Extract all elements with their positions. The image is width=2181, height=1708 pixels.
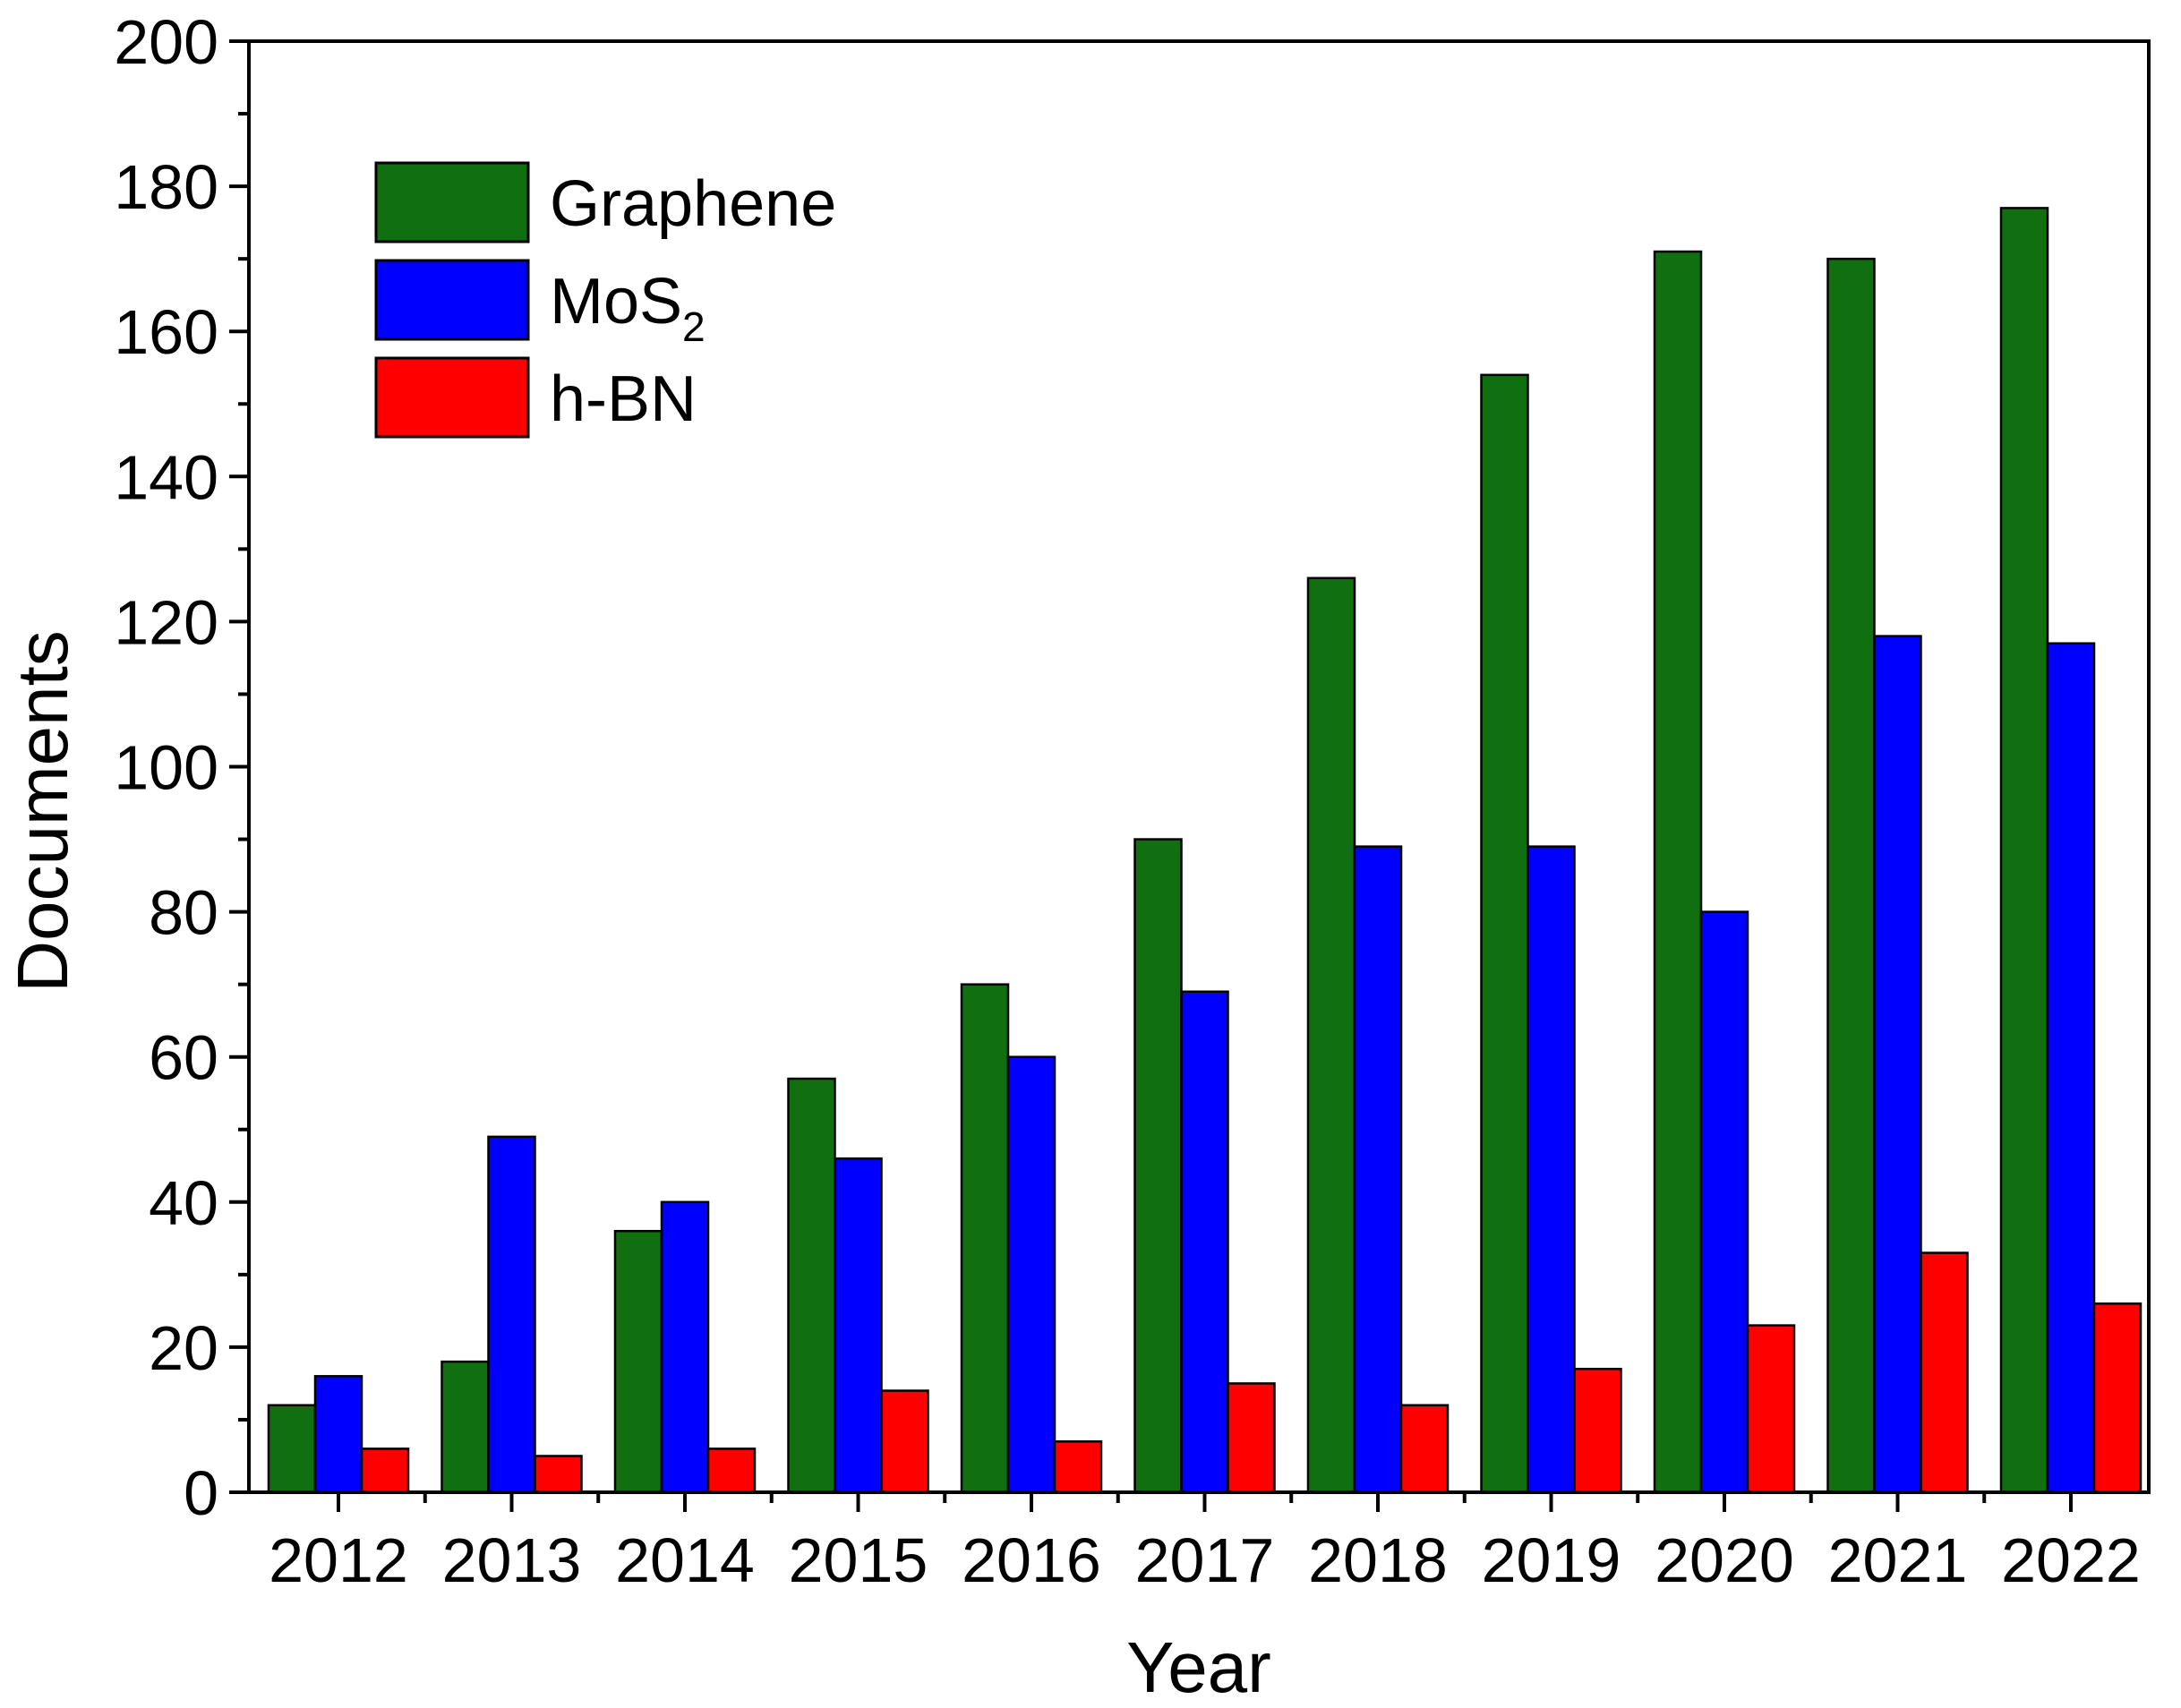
bar-mos2-2020: [1699, 910, 1749, 1494]
bar-graphene-2019: [1480, 373, 1529, 1494]
bar-graphene-2013: [440, 1360, 490, 1494]
bar-graphene-2018: [1306, 576, 1356, 1494]
bar-hbn-2016: [1053, 1440, 1103, 1494]
bar-graphene-2020: [1653, 250, 1703, 1494]
bar-hbn-2020: [1746, 1324, 1796, 1494]
legend-label-mos2: MoS2: [550, 266, 706, 350]
legend-swatch-graphene: [374, 161, 530, 243]
bar-graphene-2022: [1999, 207, 2049, 1494]
bar-hbn-2013: [534, 1455, 583, 1494]
axis-ticks-group: [229, 39, 2073, 1512]
bar-hbn-2017: [1227, 1382, 1276, 1494]
bar-hbn-2021: [1920, 1251, 1969, 1494]
bar-graphene-2017: [1133, 838, 1183, 1494]
x-tick-label-2013: 2013: [442, 1525, 582, 1595]
y-tick-label-40: 40: [149, 1168, 218, 1238]
bar-hbn-2014: [706, 1448, 757, 1494]
bar-graphene-2012: [267, 1404, 317, 1494]
bar-hbn-2019: [1573, 1367, 1622, 1494]
y-tick-label-160: 160: [114, 297, 218, 367]
bar-hbn-2018: [1399, 1404, 1450, 1494]
bar-mos2-2021: [1873, 635, 1922, 1494]
legend: Graphene MoS2 h-BN: [374, 161, 836, 439]
legend-label-hbn: h-BN: [550, 363, 697, 435]
y-tick-label-100: 100: [114, 733, 218, 803]
bar-mos2-2014: [660, 1200, 710, 1494]
bar-hbn-2012: [360, 1448, 410, 1494]
bar-graphene-2016: [960, 983, 1010, 1494]
legend-label-graphene: Graphene: [550, 168, 836, 240]
bar-hbn-2022: [2092, 1302, 2143, 1494]
x-tick-label-2018: 2018: [1308, 1525, 1448, 1595]
tick-labels-group: 0 20 40 60 80 100 120 140 160 180 200 2012 2013 2014 2…: [114, 7, 2141, 1595]
y-tick-label-140: 140: [114, 442, 218, 512]
y-axis-title: Documents: [3, 630, 82, 993]
y-tick-label-0: 0: [184, 1458, 218, 1528]
x-axis-title: Year: [1126, 1627, 1271, 1707]
x-tick-label-2020: 2020: [1655, 1525, 1794, 1595]
bar-mos2-2013: [487, 1135, 536, 1494]
bar-graphene-2021: [1826, 257, 1876, 1494]
x-tick-label-2021: 2021: [1828, 1525, 1968, 1595]
x-tick-label-2016: 2016: [962, 1525, 1101, 1595]
bar-graphene-2015: [787, 1077, 836, 1494]
bar-mos2-2018: [1353, 845, 1403, 1494]
bar-mos2-2015: [834, 1157, 883, 1494]
x-tick-label-2017: 2017: [1135, 1525, 1275, 1595]
y-tick-label-80: 80: [149, 878, 218, 948]
bar-mos2-2016: [1006, 1055, 1056, 1494]
y-tick-label-20: 20: [149, 1313, 218, 1383]
x-tick-label-2022: 2022: [2001, 1525, 2141, 1595]
bar-hbn-2015: [880, 1389, 929, 1494]
bar-mos2-2022: [2046, 642, 2096, 1494]
x-tick-label-2015: 2015: [789, 1525, 928, 1595]
y-tick-label-60: 60: [149, 1023, 218, 1093]
y-tick-label-120: 120: [114, 587, 218, 657]
bar-graphene-2014: [613, 1229, 663, 1494]
bar-mos2-2017: [1180, 990, 1229, 1494]
bar-mos2-2012: [313, 1375, 364, 1494]
y-tick-label-180: 180: [114, 152, 218, 222]
bars-group: [267, 207, 2143, 1494]
legend-swatch-hbn: [374, 356, 530, 439]
x-tick-label-2012: 2012: [269, 1525, 408, 1595]
x-tick-label-2019: 2019: [1482, 1525, 1621, 1595]
plot-frame: [247, 39, 2151, 1494]
x-tick-label-2014: 2014: [615, 1525, 755, 1595]
y-tick-label-200: 200: [114, 7, 218, 77]
legend-swatch-mos2: [374, 259, 530, 341]
bar-mos2-2019: [1527, 845, 1576, 1494]
